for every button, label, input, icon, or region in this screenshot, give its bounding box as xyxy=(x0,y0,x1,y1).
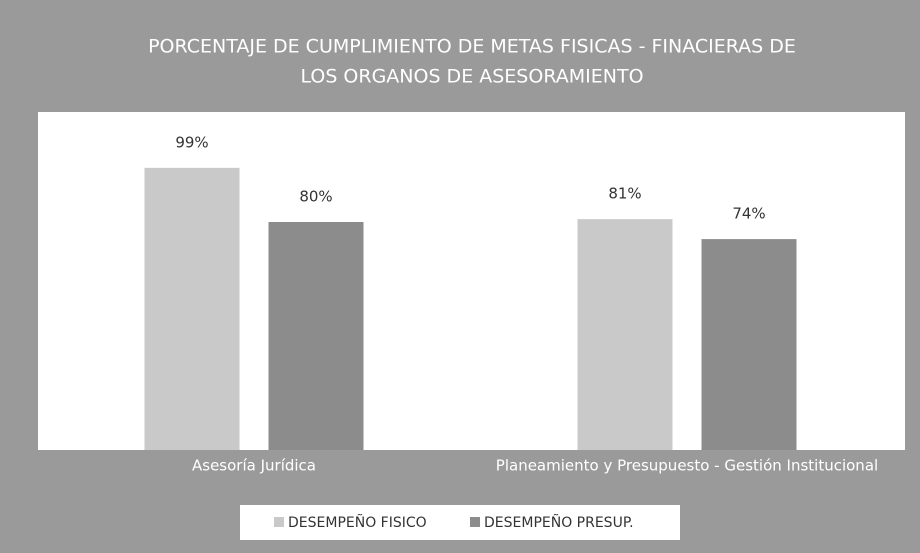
data-label: 74% xyxy=(732,205,765,223)
data-label: 80% xyxy=(299,188,332,206)
legend xyxy=(240,505,680,540)
bar xyxy=(268,222,364,450)
legend-swatch xyxy=(470,517,480,527)
bar xyxy=(577,219,673,450)
data-label: 81% xyxy=(608,185,641,203)
legend-label: DESEMPEÑO FISICO xyxy=(288,514,427,531)
x-tick-label: Planeamiento y Presupuesto - Gestión Ins… xyxy=(496,457,878,475)
chart-title: LOS ORGANOS DE ASESORAMIENTO xyxy=(300,66,643,88)
legend-label: DESEMPEÑO PRESUP. xyxy=(484,514,634,531)
x-tick-label: Asesoría Jurídica xyxy=(192,457,316,475)
chart-title: PORCENTAJE DE CUMPLIMIENTO DE METAS FISI… xyxy=(148,36,796,58)
data-label: 99% xyxy=(175,133,208,151)
legend-swatch xyxy=(274,517,284,527)
bar xyxy=(144,167,240,450)
bar xyxy=(701,239,797,450)
